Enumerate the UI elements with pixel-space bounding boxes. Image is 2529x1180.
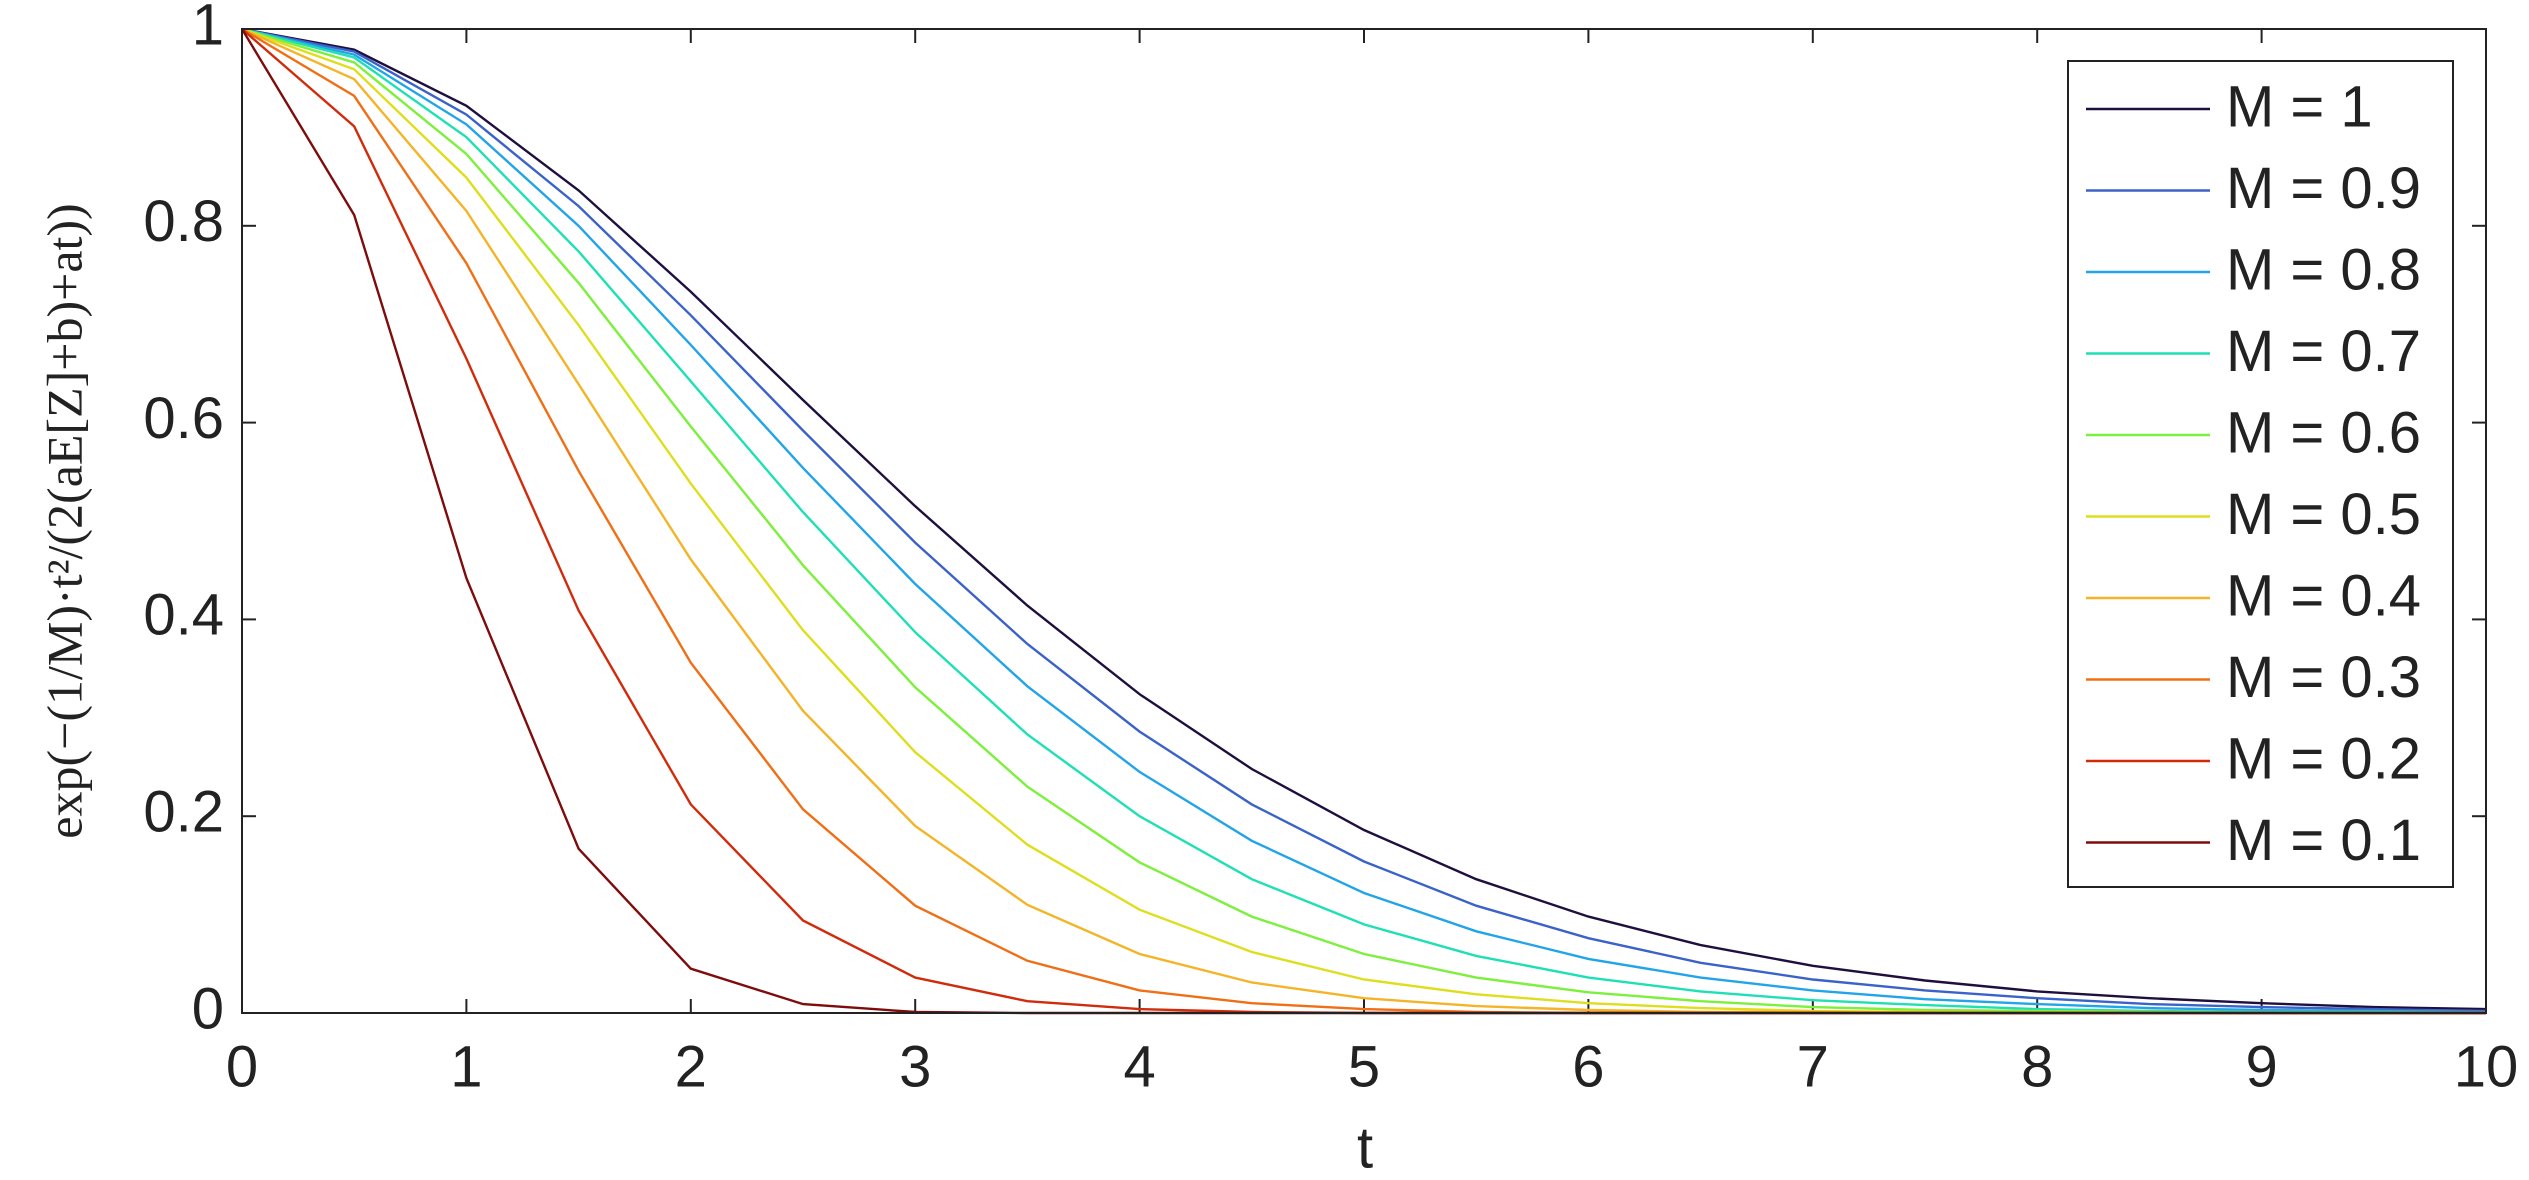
- x-tick-label: 4: [1123, 1034, 1155, 1099]
- x-tick-label: 5: [1348, 1034, 1380, 1099]
- x-tick-label: 0: [226, 1034, 258, 1099]
- legend-box: [2067, 60, 2454, 888]
- y-axis-label: exp(−(1/M)·t²/(2(aE[Z]+b)+at)): [36, 203, 92, 838]
- legend-label: M = 0.6: [2226, 400, 2421, 465]
- x-tick-label: 1: [450, 1034, 482, 1099]
- line-series: [241, 27, 2487, 1011]
- y-tick-label: 0.8: [143, 189, 224, 254]
- legend-label: M = 0.9: [2226, 156, 2421, 221]
- line-series: [241, 27, 2486, 1015]
- legend-label: M = 0.2: [2226, 726, 2421, 791]
- y-tick-label: 0.2: [143, 780, 224, 845]
- line-series: [241, 27, 2487, 1015]
- y-tick-label: 0.6: [143, 386, 224, 451]
- y-tick-label: 0: [192, 976, 224, 1041]
- x-tick-label: 8: [2021, 1034, 2053, 1099]
- x-tick-label: 10: [2454, 1034, 2519, 1099]
- x-tick-label: 9: [2245, 1034, 2277, 1099]
- x-tick-label: 3: [899, 1034, 931, 1099]
- legend-label: M = 0.7: [2226, 319, 2421, 384]
- line-series: [241, 27, 2487, 1013]
- axes-box: [241, 28, 2487, 1014]
- y-tick-label: 0.4: [143, 583, 224, 648]
- legend-label: M = 0.3: [2226, 645, 2421, 710]
- legend-label: M = 0.5: [2226, 482, 2421, 547]
- line-series: [241, 27, 2487, 1014]
- x-tick-label: 7: [1797, 1034, 1829, 1099]
- legend-label: M = 1: [2226, 74, 2373, 139]
- legend-label: M = 0.4: [2226, 563, 2421, 628]
- legend-label: M = 0.1: [2226, 808, 2421, 873]
- x-tick-label: 2: [675, 1034, 707, 1099]
- legend-label: M = 0.8: [2226, 237, 2421, 302]
- x-axis-label: t: [1357, 1115, 1373, 1180]
- y-tick-label: 1: [192, 0, 224, 57]
- x-tick-label: 6: [1572, 1034, 1604, 1099]
